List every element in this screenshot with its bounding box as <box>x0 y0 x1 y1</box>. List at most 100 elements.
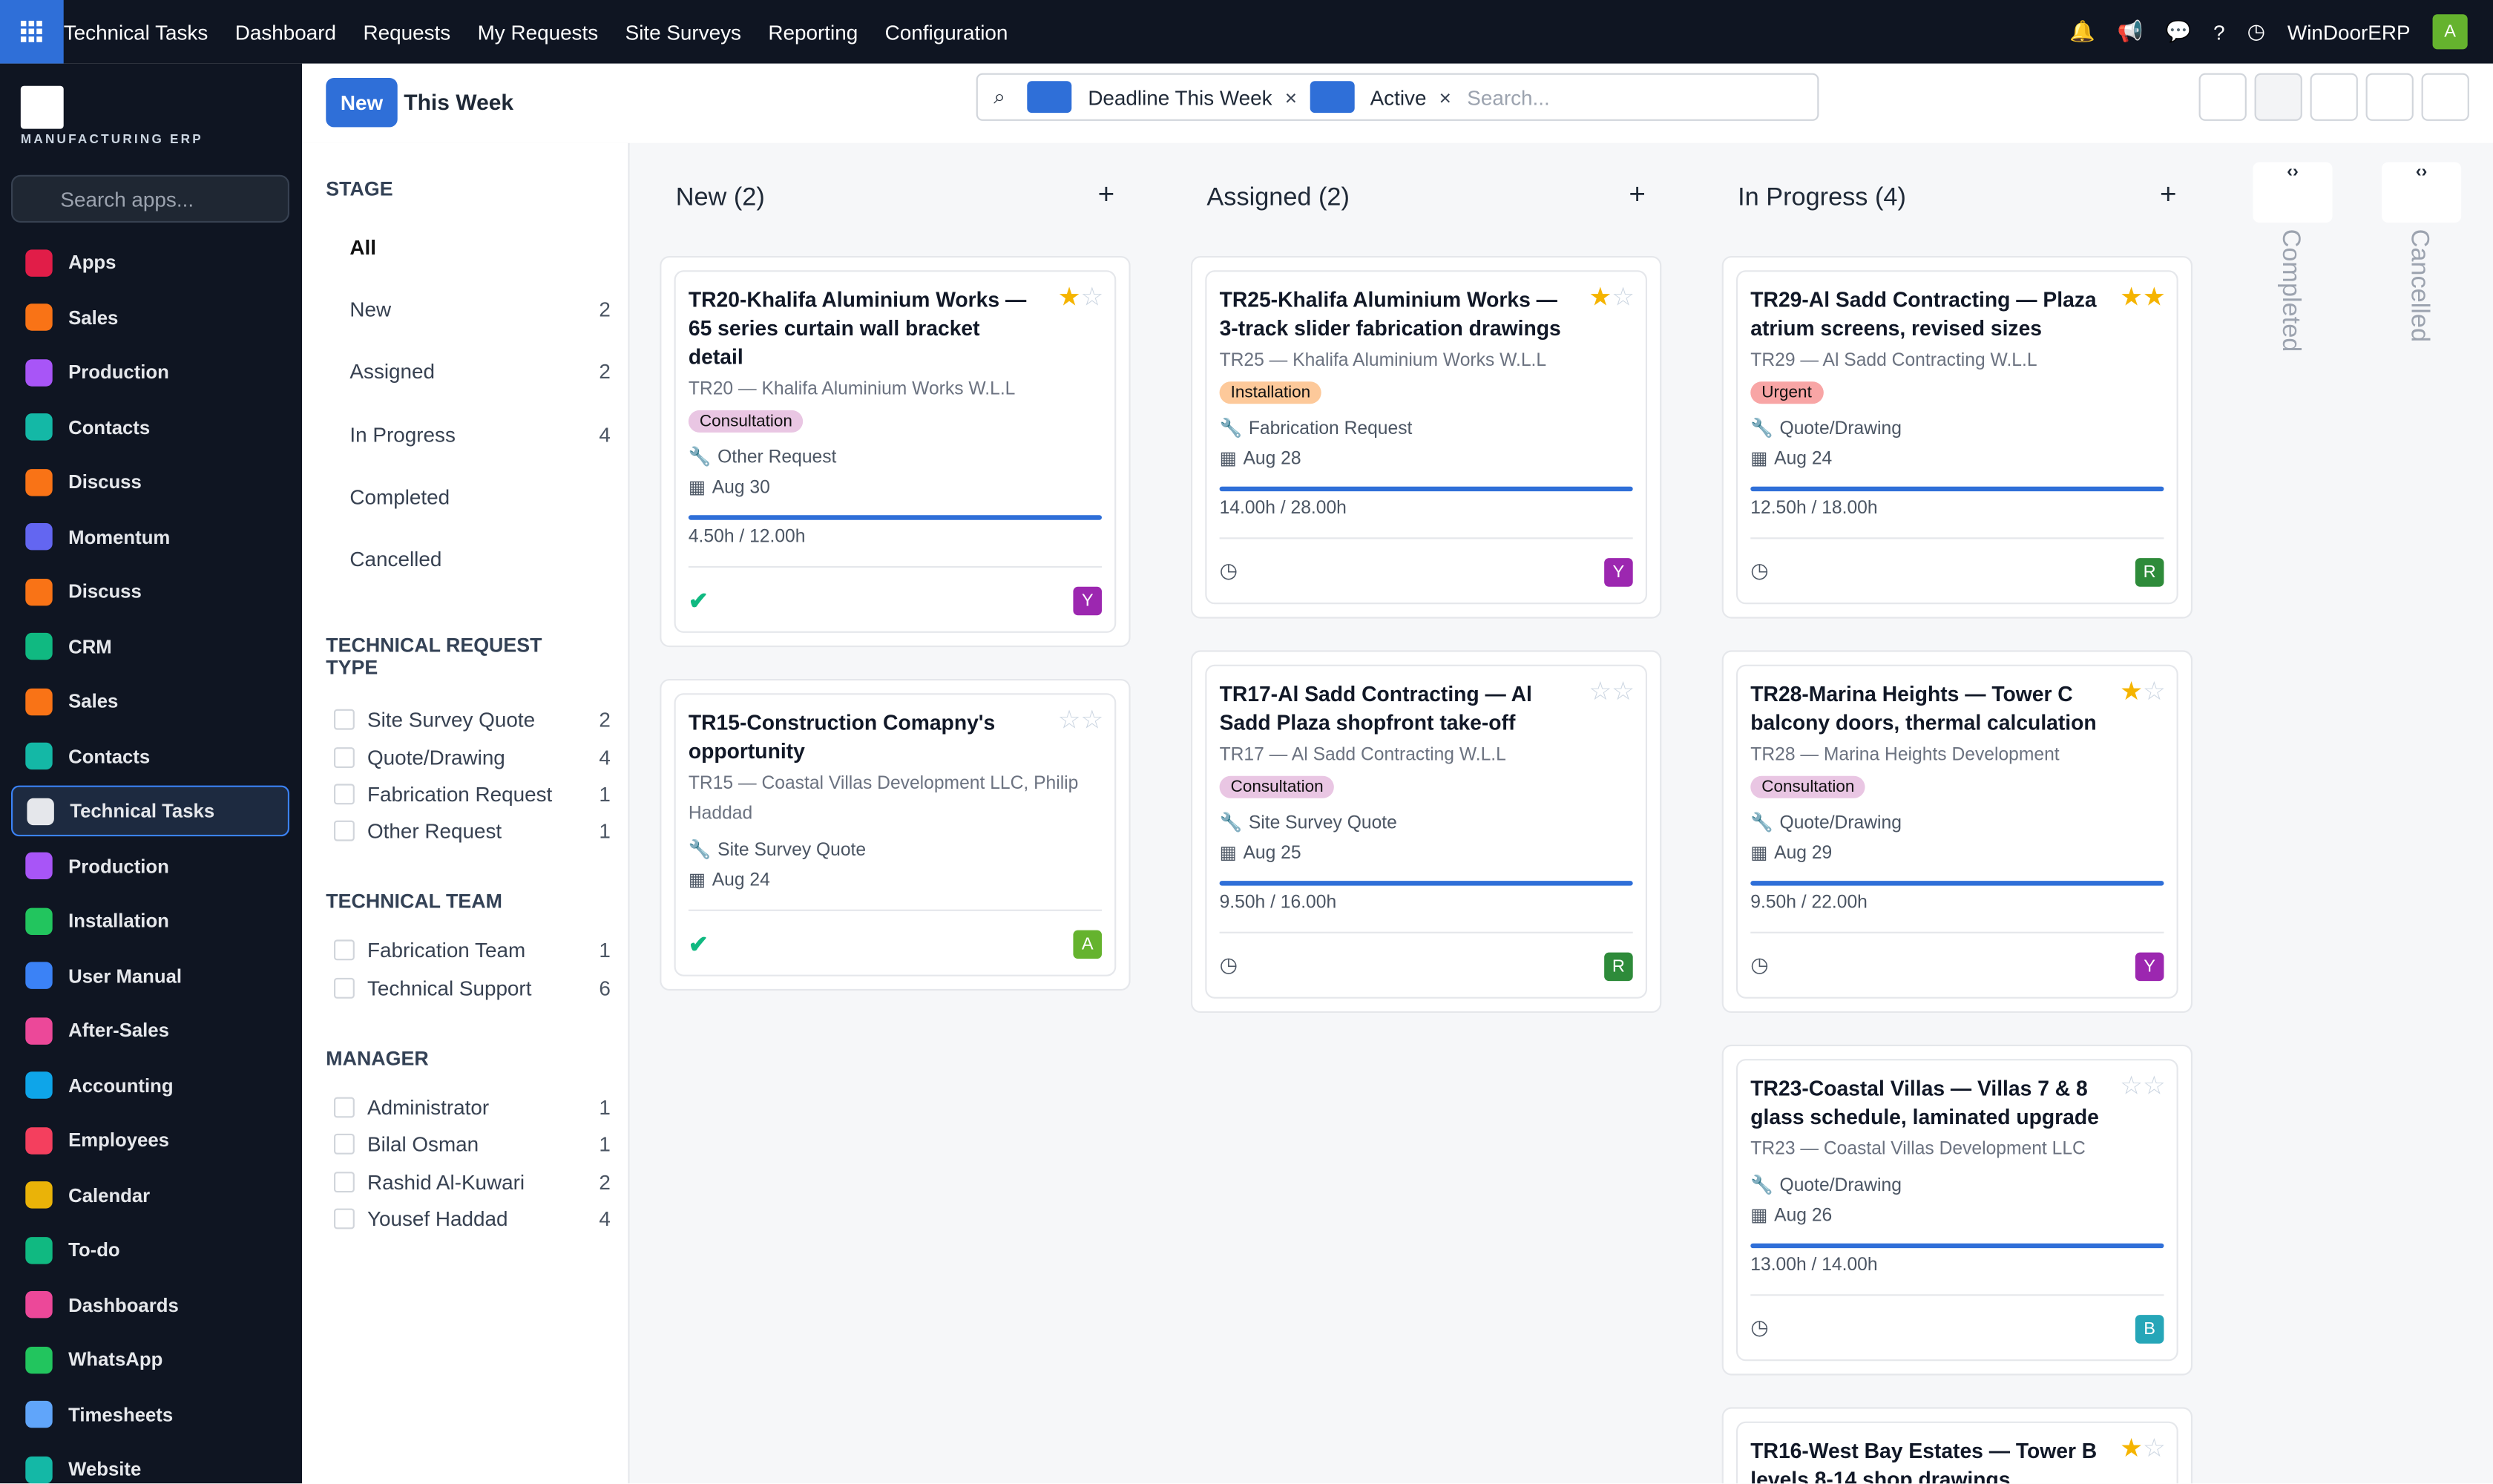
filter-item[interactable]: Site Survey Quote 2 <box>334 708 611 732</box>
checkbox[interactable] <box>334 1171 355 1192</box>
filter-item[interactable]: Fabrication Team 1 <box>334 939 611 962</box>
task-card[interactable]: TR16-West Bay Estates — Tower B levels 8… <box>1721 1407 2193 1484</box>
app-item[interactable]: CRM <box>11 621 289 672</box>
app-item[interactable]: Momentum <box>11 511 289 562</box>
checkbox[interactable] <box>334 746 355 767</box>
star[interactable]: ★ <box>2120 284 2143 312</box>
app-item[interactable]: Sales <box>11 292 289 343</box>
app-item[interactable]: Apps <box>11 237 289 288</box>
clock[interactable]: ◷ <box>2247 19 2265 43</box>
star[interactable]: ☆ <box>1080 707 1104 735</box>
list-view[interactable] <box>2310 73 2358 121</box>
unfold-button[interactable]: ‹› <box>2382 162 2462 223</box>
filter-item[interactable]: Quote/Drawing 4 <box>334 745 611 769</box>
facet-remove[interactable]: × <box>1284 85 1298 109</box>
star[interactable]: ★ <box>2142 284 2166 312</box>
task-card[interactable]: TR25-Khalifa Aluminium Works — 3-track s… <box>1191 256 1662 619</box>
menu-item[interactable]: Requests <box>363 19 451 44</box>
status-icon[interactable]: ◷ <box>1750 1315 1769 1339</box>
task-card[interactable]: TR17-Al Sadd Contracting — Al Sadd Plaza… <box>1191 650 1662 1013</box>
graph-view[interactable] <box>2421 73 2469 121</box>
app-item[interactable]: Website <box>11 1444 289 1484</box>
task-card[interactable]: TR28-Marina Heights — Tower C balcony do… <box>1721 650 2193 1013</box>
app-item[interactable]: Employees <box>11 1114 289 1166</box>
filter-item[interactable]: Assigned 2 <box>334 360 610 384</box>
filter-item[interactable]: In Progress 4 <box>334 422 610 446</box>
checkbox[interactable] <box>334 977 355 999</box>
new-button[interactable]: New <box>326 78 398 128</box>
app-item[interactable]: User Manual <box>11 950 289 1001</box>
help[interactable]: ? <box>2213 19 2225 44</box>
facet[interactable]: Deadline This Week × <box>1027 81 1298 114</box>
filter-item[interactable]: Administrator 1 <box>334 1095 611 1120</box>
checkbox[interactable] <box>334 940 355 962</box>
app-name[interactable]: Technical Tasks <box>63 19 208 44</box>
calendar-view[interactable] <box>2198 73 2247 121</box>
star[interactable]: ☆ <box>2142 679 2166 706</box>
star[interactable]: ☆ <box>2120 1073 2143 1100</box>
app-item[interactable]: WhatsApp <box>11 1334 289 1385</box>
status-icon[interactable]: ◷ <box>1219 558 1238 582</box>
star[interactable]: ☆ <box>1612 679 1635 706</box>
star[interactable]: ★ <box>1057 284 1081 312</box>
app-item[interactable]: Contacts <box>11 401 289 453</box>
app-item[interactable]: Calendar <box>11 1169 289 1221</box>
filter-item[interactable]: Fabrication Request 1 <box>334 782 611 806</box>
quick-create[interactable]: + <box>1629 178 1646 210</box>
menu-item[interactable]: Dashboard <box>234 19 337 44</box>
pivot-view[interactable] <box>2365 73 2414 121</box>
app-item[interactable]: Accounting <box>11 1060 289 1111</box>
checkbox[interactable] <box>334 820 355 841</box>
facet[interactable]: Active × <box>1310 81 1451 114</box>
star[interactable]: ☆ <box>1057 707 1081 735</box>
quick-create[interactable]: + <box>1097 178 1115 210</box>
app-search[interactable]: Search apps... <box>11 174 289 223</box>
star[interactable]: ★ <box>2120 679 2143 706</box>
status-icon[interactable]: ◷ <box>1750 558 1769 582</box>
app-item[interactable]: Discuss <box>11 456 289 508</box>
filter-item[interactable]: Cancelled <box>334 547 611 571</box>
checkbox[interactable] <box>334 1134 355 1155</box>
facet-remove[interactable]: × <box>1439 85 1451 109</box>
star[interactable]: ☆ <box>2142 1073 2166 1100</box>
filter-item[interactable]: Yousef Haddad 4 <box>334 1206 611 1230</box>
app-item[interactable]: Installation <box>11 895 289 946</box>
menu-item[interactable]: Configuration <box>884 19 1008 44</box>
unfold-button[interactable]: ‹› <box>2253 162 2333 223</box>
search-bar[interactable]: ⌕ Deadline This Week × Active × Search... <box>976 73 1819 121</box>
menu-item[interactable]: Site Surveys <box>625 19 742 44</box>
app-item[interactable]: To-do <box>11 1224 289 1275</box>
filter-item[interactable]: All <box>334 235 611 259</box>
app-menu-button[interactable] <box>0 0 64 64</box>
app-item[interactable]: Contacts <box>11 731 289 782</box>
status-icon[interactable]: ✔ <box>688 588 709 616</box>
checkbox[interactable] <box>334 709 355 730</box>
menu-item[interactable]: Reporting <box>768 19 858 44</box>
app-item[interactable]: Timesheets <box>11 1389 289 1440</box>
task-card[interactable]: TR29-Al Sadd Contracting — Plaza atrium … <box>1721 256 2193 619</box>
star[interactable]: ★ <box>2120 1435 2143 1463</box>
task-card[interactable]: TR23-Coastal Villas — Villas 7 & 8 glass… <box>1721 1044 2193 1376</box>
kanban-view[interactable] <box>2254 73 2302 121</box>
star[interactable]: ★ <box>1589 284 1612 312</box>
star[interactable]: ☆ <box>1612 284 1635 312</box>
quick-create[interactable]: + <box>2160 178 2177 210</box>
filter-item[interactable]: Rashid Al-Kuwari 2 <box>334 1169 611 1193</box>
user-avatar[interactable]: A <box>2432 14 2468 50</box>
filter-item[interactable]: Bilal Osman 1 <box>334 1132 611 1156</box>
checkbox[interactable] <box>334 1097 355 1118</box>
star[interactable]: ☆ <box>2142 1435 2166 1463</box>
app-item[interactable]: Sales <box>11 676 289 727</box>
status-icon[interactable]: ◷ <box>1750 952 1769 976</box>
filter-item[interactable]: Other Request 1 <box>334 819 611 843</box>
status-icon[interactable]: ◷ <box>1219 952 1238 976</box>
filter-item[interactable]: New 2 <box>334 298 610 321</box>
status-icon[interactable]: ✔ <box>688 931 709 959</box>
checkbox[interactable] <box>334 1208 355 1229</box>
app-item[interactable]: Discuss <box>11 566 289 617</box>
app-item[interactable]: Dashboards <box>11 1279 289 1330</box>
filter-item[interactable]: Technical Support 6 <box>334 976 611 999</box>
announce[interactable]: 📢 <box>2117 19 2144 43</box>
filter-item[interactable]: Completed <box>334 485 611 508</box>
app-item[interactable]: Technical Tasks <box>11 785 289 837</box>
